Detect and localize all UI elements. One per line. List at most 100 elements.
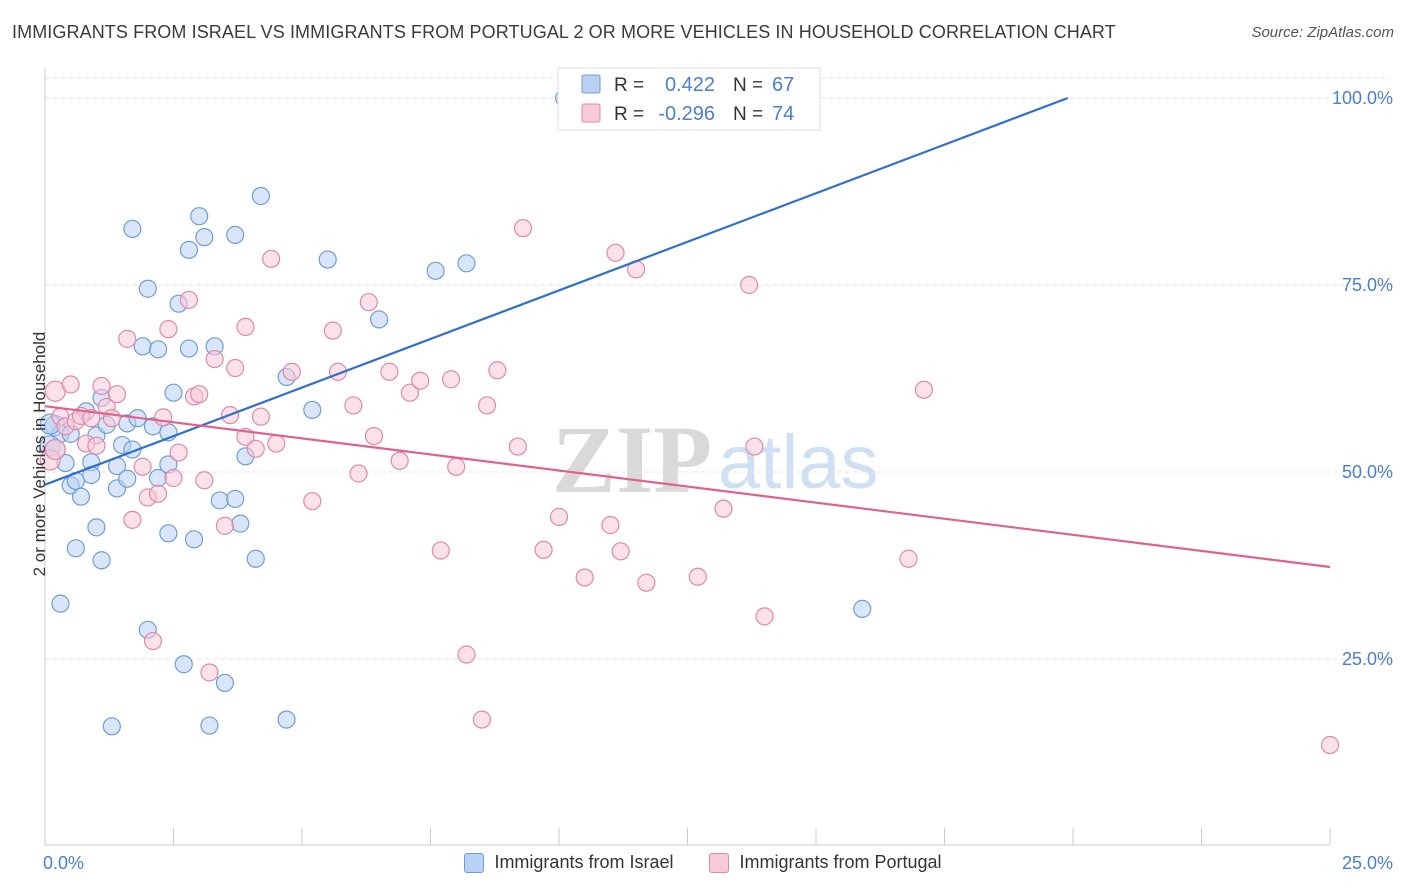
point-portugal bbox=[575, 568, 594, 587]
point-portugal bbox=[601, 516, 620, 535]
point-israel bbox=[66, 539, 85, 558]
point-israel bbox=[174, 655, 193, 674]
watermark-atlas: atlas bbox=[718, 420, 879, 505]
legend-bottom: Immigrants from Israel Immigrants from P… bbox=[0, 852, 1406, 873]
point-portugal bbox=[148, 484, 168, 503]
x-tick-label: 25.0% bbox=[1342, 853, 1393, 873]
point-portugal bbox=[508, 437, 527, 456]
watermark: ZIP atlas bbox=[552, 406, 879, 513]
point-portugal bbox=[267, 434, 286, 453]
point-portugal bbox=[472, 710, 491, 729]
point-portugal bbox=[637, 573, 656, 592]
point-portugal bbox=[344, 396, 363, 415]
y-axis-label: 2 or more Vehicles in Household bbox=[30, 331, 49, 577]
point-portugal bbox=[323, 321, 342, 340]
point-portugal bbox=[364, 426, 384, 446]
point-israel bbox=[133, 337, 152, 356]
point-israel bbox=[123, 219, 142, 238]
point-portugal bbox=[745, 437, 764, 456]
point-portugal bbox=[262, 249, 281, 268]
y-tick-label: 50.0% bbox=[1342, 462, 1393, 482]
legend-r-value-israel: 0.422 bbox=[665, 74, 715, 96]
point-portugal bbox=[123, 510, 142, 529]
axes: 0.0% 25.0% bbox=[43, 68, 1393, 873]
legend-n-label-israel: N = bbox=[733, 75, 763, 96]
point-portugal bbox=[755, 607, 774, 626]
point-israel bbox=[92, 551, 111, 570]
point-portugal bbox=[282, 362, 301, 381]
point-israel bbox=[164, 383, 183, 402]
point-israel bbox=[179, 339, 199, 358]
point-portugal bbox=[1320, 735, 1340, 755]
point-israel bbox=[226, 489, 245, 509]
point-israel bbox=[159, 524, 178, 543]
point-portugal bbox=[179, 290, 199, 310]
point-portugal bbox=[251, 407, 270, 426]
x-tick-label: 0.0% bbox=[43, 853, 84, 873]
point-israel bbox=[853, 599, 872, 618]
point-portugal bbox=[534, 540, 553, 559]
point-portugal bbox=[380, 362, 399, 381]
point-portugal bbox=[431, 541, 450, 560]
grid-lines: 25.0% 50.0% 75.0% 100.0% bbox=[45, 77, 1393, 669]
point-israel bbox=[184, 530, 204, 549]
point-israel bbox=[277, 710, 296, 729]
point-israel bbox=[195, 228, 214, 247]
point-portugal bbox=[441, 370, 461, 389]
point-portugal bbox=[411, 371, 430, 390]
point-israel bbox=[426, 261, 445, 280]
legend-top: R = 0.422 N = 67 R = -0.296 N = 74 bbox=[557, 67, 821, 131]
point-portugal bbox=[92, 376, 111, 396]
watermark-zip: ZIP bbox=[552, 406, 712, 513]
point-israel bbox=[246, 549, 265, 568]
point-portugal bbox=[390, 451, 409, 470]
chart-title: IMMIGRANTS FROM ISRAEL VS IMMIGRANTS FRO… bbox=[12, 22, 1116, 42]
legend-r-value-portugal: -0.296 bbox=[658, 103, 715, 125]
point-portugal bbox=[303, 492, 322, 511]
point-portugal bbox=[87, 436, 106, 455]
y-tick-label: 100.0% bbox=[1332, 88, 1393, 108]
point-israel bbox=[457, 254, 476, 273]
point-portugal bbox=[688, 567, 707, 586]
point-israel bbox=[231, 514, 250, 533]
series-portugal-points bbox=[39, 219, 1340, 755]
legend-swatch-israel bbox=[464, 852, 485, 873]
point-portugal bbox=[226, 358, 245, 378]
point-portugal bbox=[169, 443, 188, 462]
legend-n-label-portugal: N = bbox=[733, 104, 763, 125]
point-israel bbox=[226, 225, 245, 244]
point-israel bbox=[303, 400, 322, 420]
y-tick-label: 75.0% bbox=[1342, 275, 1393, 295]
point-portugal bbox=[246, 439, 265, 458]
point-portugal bbox=[200, 663, 219, 682]
legend-swatch-israel bbox=[581, 74, 601, 94]
legend-box bbox=[557, 67, 821, 131]
point-israel bbox=[318, 250, 337, 269]
point-israel bbox=[148, 340, 168, 359]
point-portugal bbox=[205, 349, 224, 369]
point-israel bbox=[118, 469, 137, 488]
point-portugal bbox=[133, 457, 152, 476]
point-portugal bbox=[215, 516, 234, 535]
point-portugal bbox=[488, 361, 507, 380]
legend-r-label-israel: R = bbox=[614, 75, 644, 96]
point-israel bbox=[210, 491, 229, 510]
point-portugal bbox=[44, 438, 66, 461]
source-label: Source: ZipAtlas.com bbox=[1251, 24, 1394, 41]
y-tick-label: 25.0% bbox=[1342, 649, 1393, 669]
legend-swatch-portugal bbox=[709, 852, 730, 873]
point-portugal bbox=[606, 243, 625, 262]
legend-item-israel: Immigrants from Israel bbox=[464, 852, 673, 873]
point-portugal bbox=[549, 507, 569, 526]
legend-label-portugal: Immigrants from Portugal bbox=[739, 852, 942, 872]
point-portugal bbox=[457, 645, 476, 664]
point-portugal bbox=[164, 468, 183, 488]
point-israel bbox=[102, 717, 121, 736]
point-portugal bbox=[154, 408, 173, 427]
point-portugal bbox=[714, 499, 733, 518]
point-portugal bbox=[447, 457, 466, 476]
point-israel bbox=[179, 240, 199, 259]
point-israel bbox=[51, 594, 70, 613]
trend-line-israel bbox=[44, 96, 1069, 486]
